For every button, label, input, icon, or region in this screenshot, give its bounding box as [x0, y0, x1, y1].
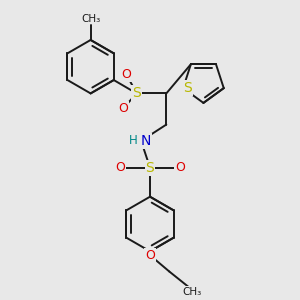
Text: H: H — [128, 134, 137, 147]
Text: S: S — [132, 86, 141, 100]
Text: O: O — [175, 161, 185, 174]
Text: O: O — [115, 161, 125, 174]
Text: O: O — [118, 102, 128, 115]
Text: O: O — [121, 68, 131, 81]
Text: S: S — [146, 160, 154, 175]
Text: CH₃: CH₃ — [81, 14, 100, 24]
Text: N: N — [140, 134, 151, 148]
Text: CH₃: CH₃ — [182, 287, 201, 297]
Text: S: S — [183, 81, 192, 95]
Text: O: O — [145, 249, 155, 262]
